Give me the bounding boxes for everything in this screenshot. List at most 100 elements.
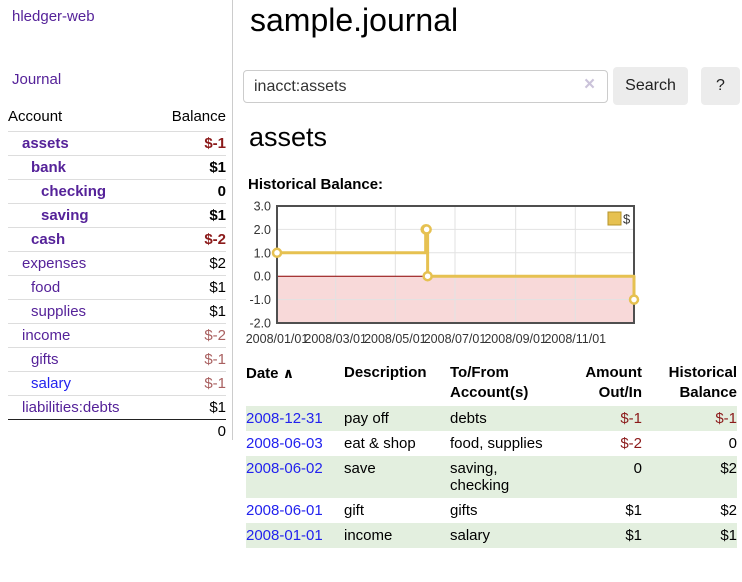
- account-balance: $1: [148, 203, 226, 228]
- account-balance: $-1: [148, 131, 226, 156]
- account-balance: $-1: [148, 347, 226, 372]
- legend-label: $: [623, 212, 631, 227]
- register-header-row: Date ∧ Description To/From Account(s) Am…: [246, 360, 737, 406]
- account-link-assets[interactable]: assets: [22, 135, 69, 152]
- account-balance: $1: [148, 299, 226, 324]
- legend-swatch: [607, 211, 622, 226]
- account-link-expenses[interactable]: expenses: [22, 255, 87, 272]
- app-brand-link[interactable]: hledger-web: [12, 8, 95, 25]
- transaction-row: 2008-01-01 income salary $1 $1: [246, 523, 737, 548]
- account-row: assets $-1: [8, 131, 226, 156]
- account-link-saving[interactable]: saving: [41, 207, 89, 224]
- transaction-accounts: debts: [450, 410, 487, 427]
- transaction-row: 2008-06-03 eat & shop food, supplies $-2…: [246, 431, 737, 456]
- transaction-description: save: [344, 460, 376, 477]
- account-balance: 0: [148, 179, 226, 204]
- account-balance-table: Account Balance assets $-1 bank $1 check…: [8, 104, 226, 443]
- account-row: food $1: [8, 275, 226, 300]
- account-row: bank $1: [8, 155, 226, 180]
- column-balance: Balance: [171, 108, 226, 125]
- account-link-checking[interactable]: checking: [41, 183, 107, 200]
- account-balance: $-1: [148, 371, 226, 396]
- transaction-accounts: food, supplies: [450, 435, 543, 452]
- account-row: cash $-2: [8, 227, 226, 252]
- search-input[interactable]: [243, 70, 608, 103]
- transaction-date-link[interactable]: 2008-06-02: [246, 460, 323, 477]
- sidebar-item-journal[interactable]: Journal: [12, 71, 62, 88]
- transaction-row: 2008-06-01 gift gifts $1 $2: [246, 498, 737, 523]
- account-total-row: 0: [8, 419, 226, 443]
- transaction-row: 2008-12-31 pay off debts $-1 $-1: [246, 406, 737, 431]
- account-balance: $-2: [148, 323, 226, 348]
- transaction-accounts: gifts: [450, 502, 478, 519]
- account-link-salary[interactable]: salary: [31, 375, 72, 392]
- transaction-balance: $2: [720, 502, 737, 519]
- svg-text:2008/03/01: 2008/03/01: [304, 332, 367, 346]
- account-link-food[interactable]: food: [31, 279, 61, 296]
- transaction-date-link[interactable]: 2008-06-03: [246, 435, 323, 452]
- account-row: supplies $1: [8, 299, 226, 324]
- svg-text:2008/07/01: 2008/07/01: [424, 332, 487, 346]
- historical-balance-chart: $3.0 2.0 1.0 0.0 -1.0 -2.02008/01/012008/03/0…: [246, 200, 640, 346]
- account-link-gifts[interactable]: gifts: [31, 351, 59, 368]
- clear-search-icon[interactable]: ×: [584, 74, 596, 95]
- account-link-income[interactable]: income: [22, 327, 71, 344]
- transaction-date-link[interactable]: 2008-12-31: [246, 410, 323, 427]
- transaction-balance: $-1: [715, 410, 737, 427]
- column-description: Description: [344, 364, 427, 381]
- svg-text:2008/01/01: 2008/01/01: [246, 332, 309, 346]
- transaction-accounts: saving, checking: [450, 460, 510, 494]
- column-historical-balance: Historical Balance: [668, 364, 737, 401]
- account-row: income $-2: [8, 323, 226, 348]
- svg-text:2.0: 2.0: [254, 223, 271, 237]
- transaction-row: 2008-06-02 save saving, checking 0 $2: [246, 456, 737, 498]
- transaction-balance: 0: [728, 435, 737, 452]
- account-balance: $-2: [148, 227, 226, 252]
- account-balance: $2: [148, 251, 226, 276]
- svg-text:2008/05/01: 2008/05/01: [364, 332, 427, 346]
- transaction-description: pay off: [344, 410, 389, 427]
- transaction-accounts: salary: [450, 527, 491, 544]
- transaction-balance: $1: [720, 527, 737, 544]
- account-row: gifts $-1: [8, 347, 226, 372]
- column-date-sortable[interactable]: Date ∧: [246, 360, 344, 406]
- transaction-date-link[interactable]: 2008-06-01: [246, 502, 323, 519]
- page-title: sample.journal: [250, 2, 459, 38]
- svg-text:0.0: 0.0: [254, 270, 271, 284]
- svg-text:3.0: 3.0: [254, 200, 271, 214]
- svg-text:-2.0: -2.0: [249, 317, 271, 331]
- account-link-cash[interactable]: cash: [31, 231, 66, 248]
- chart-title: Historical Balance:: [248, 176, 384, 193]
- account-link-liabilities-debts[interactable]: liabilities:debts: [22, 399, 120, 416]
- column-tofrom-accounts: To/From Account(s): [450, 364, 529, 401]
- account-link-supplies[interactable]: supplies: [31, 303, 87, 320]
- svg-text:1.0: 1.0: [254, 246, 271, 260]
- svg-text:2008/09/01: 2008/09/01: [484, 332, 547, 346]
- svg-text:2008/11/01: 2008/11/01: [544, 332, 606, 346]
- transaction-amount: $-1: [620, 410, 642, 427]
- account-row: saving $1: [8, 203, 226, 228]
- transaction-description: eat & shop: [344, 435, 416, 452]
- account-link-bank[interactable]: bank: [31, 159, 67, 176]
- sidebar: hledger-web Journal Account Balance asse…: [0, 0, 233, 443]
- account-balance: $1: [148, 395, 226, 420]
- transaction-date-link[interactable]: 2008-01-01: [246, 527, 323, 544]
- account-row: liabilities:debts $1: [8, 395, 226, 420]
- help-button[interactable]: ?: [701, 67, 740, 105]
- account-table-header: Account Balance: [8, 104, 226, 132]
- transaction-amount: $-2: [620, 435, 642, 452]
- account-row: salary $-1: [8, 371, 226, 396]
- search-button[interactable]: Search: [613, 67, 688, 105]
- account-row: expenses $2: [8, 251, 226, 276]
- column-amount-outin: Amount Out/In: [585, 364, 642, 401]
- account-row: checking 0: [8, 179, 226, 204]
- transaction-amount: 0: [633, 460, 642, 477]
- column-date-label: Date: [246, 365, 279, 382]
- account-balance: $1: [148, 275, 226, 300]
- sort-asc-icon: ∧: [282, 365, 295, 381]
- column-account: Account: [8, 108, 63, 125]
- transactions-table: Date ∧ Description To/From Account(s) Am…: [246, 360, 737, 548]
- total-balance: 0: [148, 419, 226, 443]
- transaction-description: income: [344, 527, 393, 544]
- svg-text:-1.0: -1.0: [249, 293, 271, 307]
